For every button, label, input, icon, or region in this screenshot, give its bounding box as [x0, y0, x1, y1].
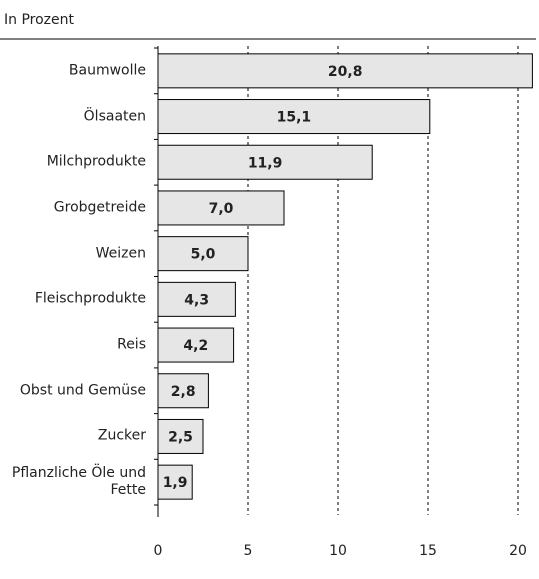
x-tick-label: 0 — [154, 543, 163, 559]
value-label: 2,5 — [168, 429, 193, 445]
y-tick-label: Fleischprodukte — [34, 290, 146, 307]
bar — [157, 373, 209, 409]
value-label: 20,8 — [328, 64, 363, 80]
bar — [157, 190, 285, 226]
value-label: 4,2 — [183, 338, 208, 354]
value-label: 7,0 — [209, 201, 234, 217]
bar — [157, 144, 373, 180]
value-label: 15,1 — [277, 110, 312, 126]
y-tick-label: Pflanzliche Öle und Fette — [11, 465, 146, 499]
y-tick-label: Obst und Gemüse — [19, 382, 146, 399]
chart-title: In Prozent — [4, 12, 74, 28]
bar — [157, 236, 249, 272]
bar — [157, 99, 431, 135]
value-label: 2,8 — [171, 384, 196, 400]
value-label: 4,3 — [184, 292, 209, 308]
x-tick-label: 15 — [419, 543, 437, 559]
bar — [157, 281, 236, 317]
y-tick-label: Grobgetreide — [53, 199, 146, 216]
value-label: 1,9 — [163, 475, 188, 491]
y-tick-label: Milchprodukte — [46, 153, 146, 170]
bar — [157, 53, 533, 89]
y-tick-label: Ölsaaten — [83, 108, 146, 125]
value-label: 5,0 — [191, 247, 216, 263]
y-tick-label: Weizen — [95, 245, 146, 262]
y-tick-label: Reis — [117, 336, 146, 353]
bar — [157, 418, 204, 454]
x-tick-label: 10 — [329, 543, 347, 559]
value-label: 11,9 — [248, 155, 283, 171]
bar — [157, 464, 193, 500]
y-tick-label: Baumwolle — [68, 62, 146, 79]
y-tick-label: Zucker — [97, 427, 146, 444]
x-tick-label: 5 — [244, 543, 253, 559]
bar — [157, 327, 235, 363]
x-tick-label: 20 — [509, 543, 527, 559]
